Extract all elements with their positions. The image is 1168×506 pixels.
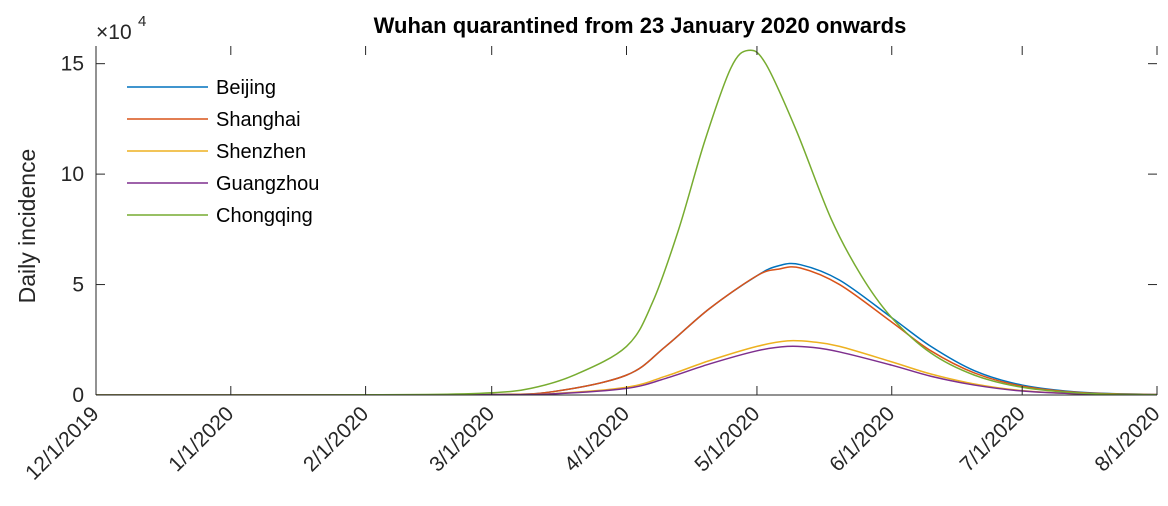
legend-item-guangzhou: Guangzhou <box>127 173 319 195</box>
y-axis-multiplier-base: ×10 <box>96 21 132 44</box>
y-axis-multiplier-exponent: 4 <box>138 13 146 30</box>
y-axis-label: Daily incidence <box>14 149 40 304</box>
legend-label: Guangzhou <box>216 173 319 195</box>
legend-item-chongqing: Chongqing <box>127 205 313 227</box>
y-tick-label: 10 <box>61 163 84 186</box>
legend-label: Shanghai <box>216 109 301 131</box>
y-tick-label: 15 <box>61 53 84 76</box>
y-tick-label: 5 <box>72 274 84 297</box>
legend-label: Beijing <box>216 77 276 99</box>
legend-item-beijing: Beijing <box>127 77 276 99</box>
legend: Beijing Shanghai Shenzhen Guangzhou Chongqin… <box>127 77 319 227</box>
legend-label: Shenzhen <box>216 141 306 163</box>
y-axis-multiplier: ×10 4 <box>96 13 146 44</box>
y-tick-label: 0 <box>72 384 84 407</box>
legend-label: Chongqing <box>216 205 313 227</box>
legend-item-shanghai: Shanghai <box>127 109 301 131</box>
chart-title: Wuhan quarantined from 23 January 2020 o… <box>374 13 907 38</box>
legend-item-shenzhen: Shenzhen <box>127 141 306 163</box>
